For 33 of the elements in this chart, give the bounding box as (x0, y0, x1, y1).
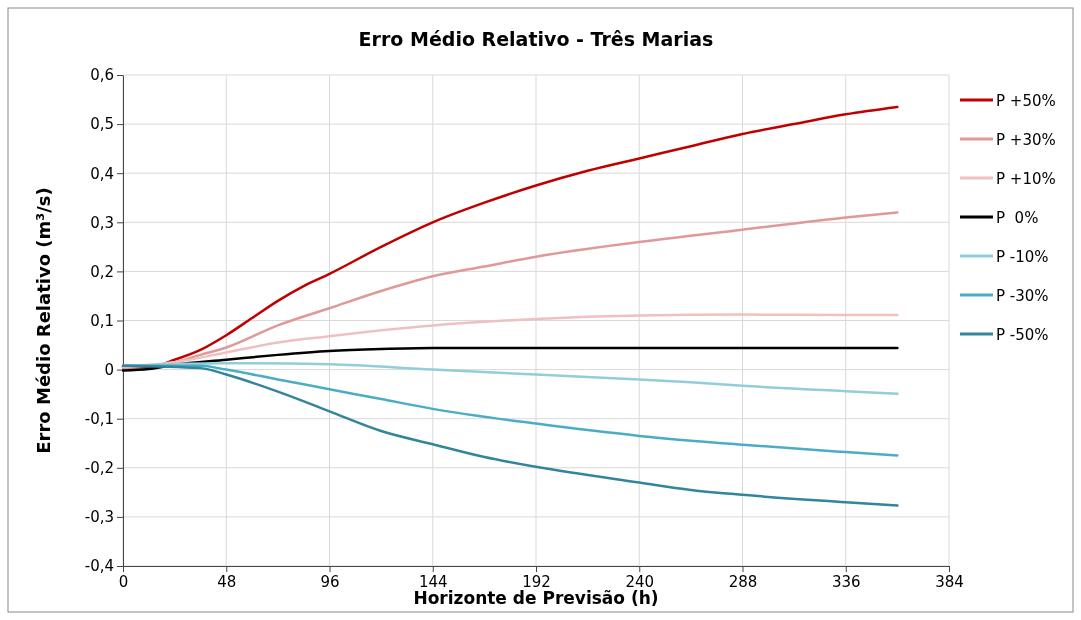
y-tick-label: 0 (104, 360, 114, 379)
y-tick-label: 0,1 (90, 311, 114, 330)
legend-label: P -50% (996, 326, 1049, 344)
y-tick-label: -0,3 (84, 508, 114, 527)
legend-label: P +50% (996, 92, 1056, 110)
y-tick-label: 0,4 (90, 164, 114, 183)
x-tick-label: 336 (831, 573, 861, 591)
y-tick-label: -0,4 (84, 557, 114, 576)
legend-label: P -30% (996, 287, 1049, 305)
x-tick-label: 96 (320, 573, 340, 591)
legend-label: P -10% (996, 248, 1049, 266)
line-series (121, 313, 899, 369)
x-tick-label: 240 (625, 573, 655, 591)
line-series (121, 364, 899, 507)
legend-label: P 0% (996, 209, 1039, 227)
y-axis-title: Erro Médio Relativo (m³/s) (33, 187, 54, 454)
x-axis-title: Horizonte de Previsão (h) (413, 588, 659, 608)
y-tick-label: -0,2 (84, 459, 114, 478)
x-tick-label: 192 (522, 573, 551, 591)
y-tick-label: 0,3 (90, 213, 114, 232)
x-tick-label: 144 (418, 573, 448, 591)
x-tick-label: 48 (217, 573, 237, 591)
x-tick-label: 0 (118, 573, 129, 591)
line-series (121, 346, 899, 372)
legend-label: P +30% (996, 131, 1056, 149)
y-tick-label: 0,6 (90, 66, 114, 85)
x-tick-label: 288 (728, 573, 758, 591)
y-tick-label: 0,2 (90, 262, 114, 281)
legend-label: P +10% (996, 170, 1056, 188)
y-tick-label: 0,5 (90, 115, 114, 134)
chart-title: Erro Médio Relativo - Três Marias (358, 28, 714, 50)
y-tick-label: -0,1 (84, 410, 114, 428)
x-tick-label: 384 (935, 573, 964, 591)
